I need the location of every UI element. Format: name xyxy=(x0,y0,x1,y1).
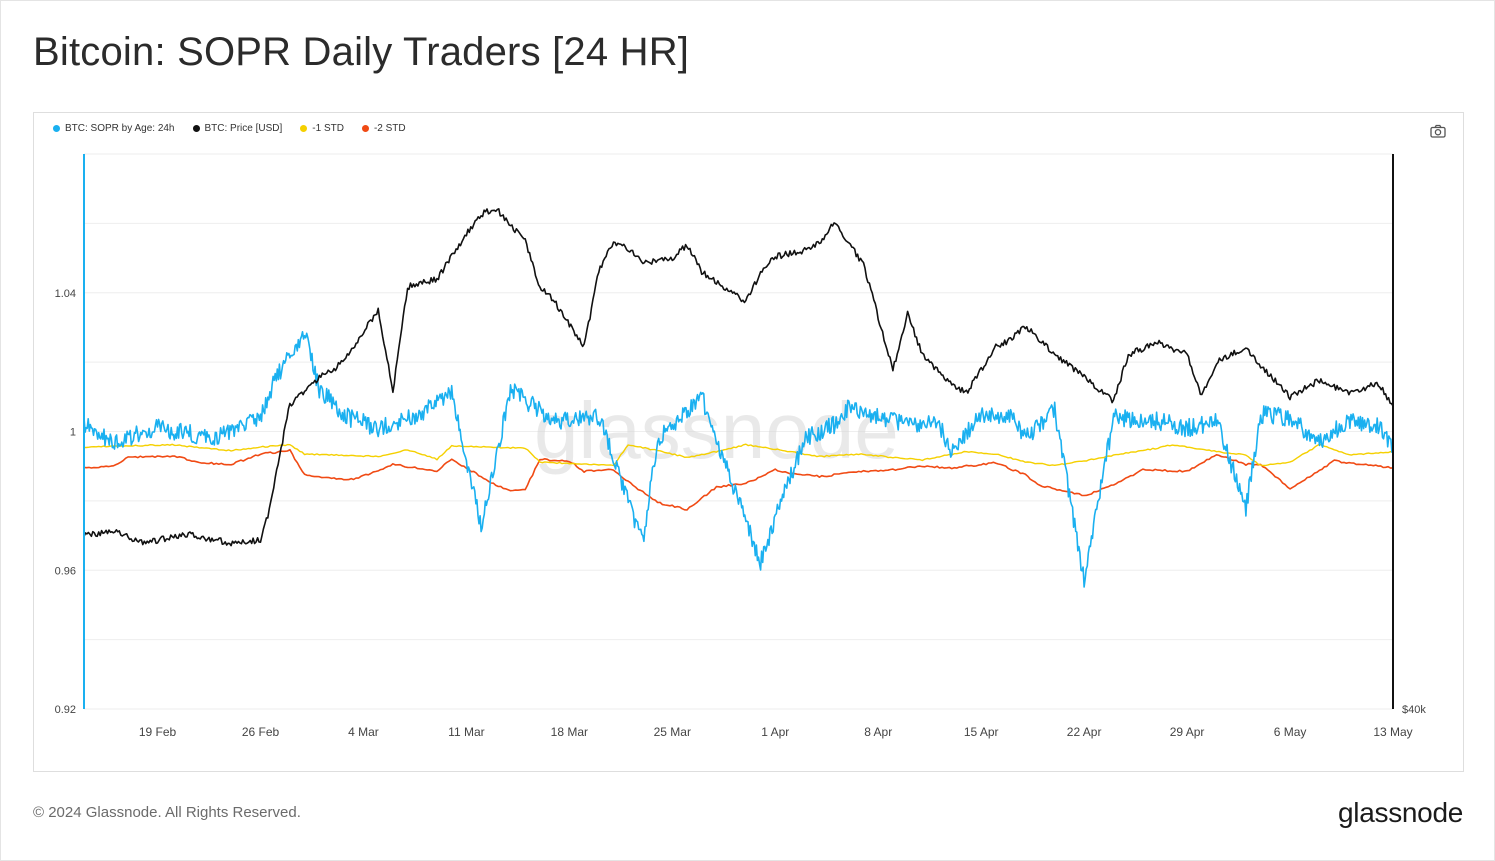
legend-swatch-1std xyxy=(300,125,308,132)
chart-legend: BTC: SOPR by Age: 24h BTC: Price [USD] -… xyxy=(53,123,406,134)
btc-price-line xyxy=(83,208,1394,547)
legend-item-sopr[interactable]: BTC: SOPR by Age: 24h xyxy=(53,123,175,134)
legend-swatch-sopr xyxy=(53,125,60,132)
y-tick-label: 0.96 xyxy=(55,565,76,577)
sopr-24h-line xyxy=(83,331,1394,588)
camera-icon[interactable] xyxy=(1430,124,1446,138)
x-tick-label: 15 Apr xyxy=(964,725,999,739)
legend-label-price: BTC: Price [USD] xyxy=(204,123,283,134)
minus-2-std-line xyxy=(83,448,1394,511)
legend-label-1std: -1 STD xyxy=(312,123,344,134)
legend-item-1std[interactable]: -1 STD xyxy=(300,123,344,134)
legend-label-sopr: BTC: SOPR by Age: 24h xyxy=(65,123,175,134)
x-tick-label: 26 Feb xyxy=(242,725,280,739)
legend-label-2std: -2 STD xyxy=(373,123,406,134)
minus-1-std-line xyxy=(84,443,1394,467)
x-tick-label: 29 Apr xyxy=(1170,725,1205,739)
copyright-text: © 2024 Glassnode. All Rights Reserved. xyxy=(33,804,301,821)
x-tick-label: 18 Mar xyxy=(551,725,588,739)
x-tick-label: 13 May xyxy=(1373,725,1412,739)
chart-panel: BTC: SOPR by Age: 24h BTC: Price [USD] -… xyxy=(33,112,1464,772)
series-layer xyxy=(83,208,1394,588)
y-tick-label: 1 xyxy=(70,427,76,439)
y-tick-label: 1.04 xyxy=(55,288,76,300)
x-tick-label: 6 May xyxy=(1274,725,1307,739)
x-tick-label: 25 Mar xyxy=(654,725,691,739)
legend-swatch-price xyxy=(192,125,200,132)
x-tick-label: 19 Feb xyxy=(139,725,177,739)
page-title: Bitcoin: SOPR Daily Traders [24 HR] xyxy=(33,30,690,74)
watermark-text: glassnode xyxy=(534,386,899,475)
x-tick-label: 22 Apr xyxy=(1067,725,1102,739)
y-right-tick-label: $40k xyxy=(1402,704,1426,716)
x-tick-label: 4 Mar xyxy=(348,725,379,739)
legend-item-2std[interactable]: -2 STD xyxy=(361,123,406,134)
legend-swatch-2std xyxy=(361,125,369,132)
x-tick-label: 8 Apr xyxy=(864,725,892,739)
y-tick-label: 0.92 xyxy=(55,704,76,716)
x-tick-label: 1 Apr xyxy=(761,725,789,739)
axis-layer: 1.04 1 0.96 0.92 $40k 19 Feb 26 Feb 4 Mar 11 Mar… xyxy=(55,154,1426,739)
legend-item-price[interactable]: BTC: Price [USD] xyxy=(192,123,283,134)
x-tick-label: 11 Mar xyxy=(448,725,484,739)
glassnode-logo: glassnode xyxy=(1338,797,1463,828)
chart-plot: glassnode 1.04 1 0.96 0.92 $40k 19 Feb 26 Feb 4… xyxy=(55,153,1426,739)
